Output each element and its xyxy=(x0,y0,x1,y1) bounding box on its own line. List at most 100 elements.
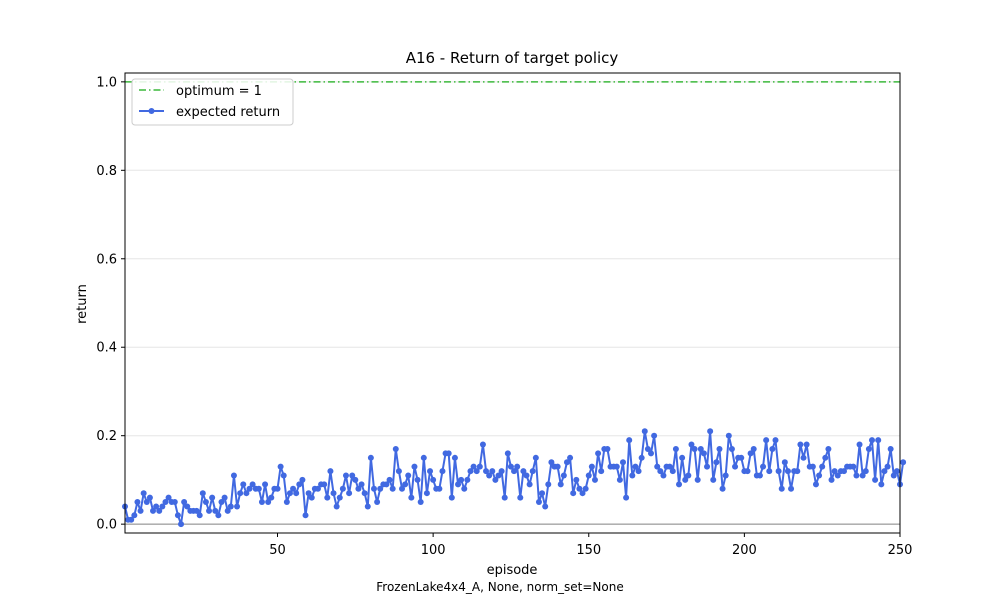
data-point xyxy=(691,445,698,452)
data-point xyxy=(507,463,514,470)
data-point xyxy=(258,499,265,506)
data-point xyxy=(859,472,866,479)
data-point xyxy=(648,450,654,457)
data-point xyxy=(809,463,816,470)
data-point xyxy=(159,503,166,510)
data-point xyxy=(722,472,729,479)
data-point xyxy=(554,463,561,470)
data-point xyxy=(887,445,894,452)
data-point xyxy=(290,485,297,492)
data-point xyxy=(579,490,586,497)
data-point xyxy=(299,476,306,483)
data-point xyxy=(162,499,169,506)
data-point xyxy=(797,441,804,448)
data-point xyxy=(713,459,720,466)
data-point xyxy=(277,463,284,470)
x-tick-label: 100 xyxy=(421,543,446,558)
data-point xyxy=(327,468,334,475)
legend-label-expected-return: expected return xyxy=(176,105,280,120)
data-point xyxy=(405,472,412,479)
data-point xyxy=(218,499,225,506)
data-point xyxy=(850,463,857,470)
data-point xyxy=(828,476,835,483)
data-point xyxy=(504,450,511,457)
data-point xyxy=(501,494,508,501)
data-point xyxy=(455,481,462,488)
data-point xyxy=(302,512,309,519)
data-point xyxy=(174,512,181,519)
data-point xyxy=(831,468,838,475)
data-point xyxy=(374,499,381,506)
data-point xyxy=(760,463,767,470)
data-point xyxy=(150,507,157,514)
data-point xyxy=(632,463,639,470)
data-point xyxy=(834,472,841,479)
data-point xyxy=(489,468,496,475)
data-point xyxy=(576,485,583,492)
data-point xyxy=(339,485,346,492)
y-tick-label: 0.6 xyxy=(96,252,117,267)
data-point xyxy=(682,476,689,483)
data-point xyxy=(781,459,788,466)
data-point xyxy=(265,499,272,506)
data-point xyxy=(333,503,340,510)
data-point xyxy=(243,490,250,497)
data-point xyxy=(314,485,321,492)
data-point xyxy=(224,507,231,514)
data-point xyxy=(364,503,371,510)
data-point xyxy=(212,507,219,514)
data-point xyxy=(517,494,524,501)
data-point xyxy=(464,476,471,483)
data-point xyxy=(744,468,751,475)
data-point xyxy=(240,481,247,488)
data-point xyxy=(688,441,695,448)
data-point xyxy=(156,507,163,514)
x-tick-label: 150 xyxy=(576,543,601,558)
data-point xyxy=(230,472,237,479)
data-point xyxy=(893,468,900,475)
data-point xyxy=(371,485,377,492)
data-point xyxy=(604,445,611,452)
data-point xyxy=(355,485,362,492)
data-point xyxy=(246,485,253,492)
data-point xyxy=(342,472,349,479)
data-point xyxy=(486,472,493,479)
data-point xyxy=(417,499,424,506)
data-point xyxy=(853,472,860,479)
legend-label-optimum: optimum = 1 xyxy=(176,84,262,99)
data-point xyxy=(268,494,275,501)
data-point xyxy=(685,472,692,479)
data-point xyxy=(542,503,549,510)
data-point xyxy=(511,468,518,475)
data-point xyxy=(134,499,141,506)
data-point xyxy=(458,476,465,483)
data-point xyxy=(865,445,872,452)
data-point xyxy=(137,507,144,514)
data-point xyxy=(697,445,704,452)
data-point xyxy=(862,468,869,475)
data-point xyxy=(479,441,486,448)
data-point xyxy=(234,503,241,510)
data-point xyxy=(654,463,661,470)
data-point xyxy=(582,485,589,492)
data-point xyxy=(367,454,374,461)
data-point xyxy=(704,463,711,470)
data-point xyxy=(707,428,714,435)
data-point xyxy=(467,468,474,475)
chart-title: A16 - Return of target policy xyxy=(406,49,619,67)
data-point xyxy=(153,503,160,510)
y-tick-label: 0.8 xyxy=(96,164,117,179)
data-point xyxy=(476,463,483,470)
series-layer xyxy=(122,428,907,528)
data-point xyxy=(794,468,801,475)
data-point xyxy=(411,463,418,470)
gridlines xyxy=(125,81,900,437)
data-point xyxy=(408,494,415,501)
data-point xyxy=(598,468,605,475)
data-point xyxy=(283,499,290,506)
data-point xyxy=(769,445,776,452)
y-axis-ticks: 0.0 0.2 0.4 0.6 0.8 1.0 xyxy=(96,75,125,533)
data-point xyxy=(570,490,577,497)
data-point xyxy=(563,459,570,466)
data-point xyxy=(716,445,723,452)
